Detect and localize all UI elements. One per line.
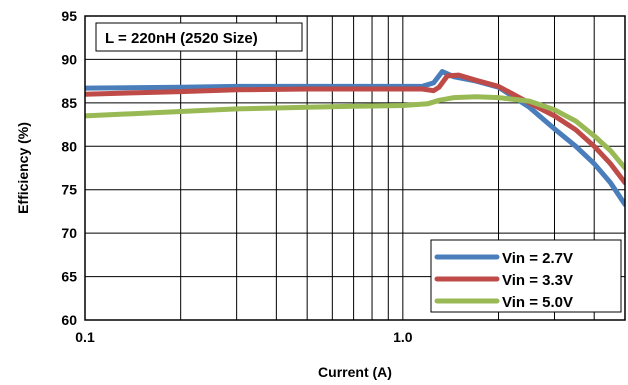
legend-entries: Vin = 2.7V Vin = 3.3V Vin = 5.0V xyxy=(434,250,573,311)
legend: Vin = 2.7V Vin = 3.3V Vin = 5.0V xyxy=(430,239,622,313)
y-tick-label: 60 xyxy=(61,312,77,328)
series-lines xyxy=(85,69,625,207)
y-axis-label: Efficiency (%) xyxy=(15,122,31,214)
series-line-2 xyxy=(85,72,625,186)
annotation-box xyxy=(95,22,303,52)
y-tick-label: 90 xyxy=(61,51,77,67)
annotation-text: L = 220nH (2520 Size) xyxy=(105,30,258,47)
y-tick-label: 80 xyxy=(61,138,77,154)
x-tick-label: 1.0 xyxy=(393,329,413,345)
y-tick-label: 65 xyxy=(61,269,77,285)
legend-label-3: Vin = 5.0V xyxy=(502,294,573,311)
y-tick-labels: 60 65 70 75 80 85 90 95 xyxy=(61,8,77,328)
x-tick-label: 0.1 xyxy=(75,329,95,345)
plot-border xyxy=(84,15,626,321)
series-line-3 xyxy=(85,94,625,171)
y-tick-label: 85 xyxy=(61,95,77,111)
y-tick-label: 75 xyxy=(61,182,77,198)
y-tick-label: 70 xyxy=(61,225,77,241)
y-tick-label: 95 xyxy=(61,8,77,24)
x-axis-label: Current (A) xyxy=(318,364,392,380)
x-tick-labels: 0.1 1.0 xyxy=(75,329,413,345)
legend-label-2: Vin = 3.3V xyxy=(502,272,573,289)
legend-label-1: Vin = 2.7V xyxy=(502,250,573,267)
